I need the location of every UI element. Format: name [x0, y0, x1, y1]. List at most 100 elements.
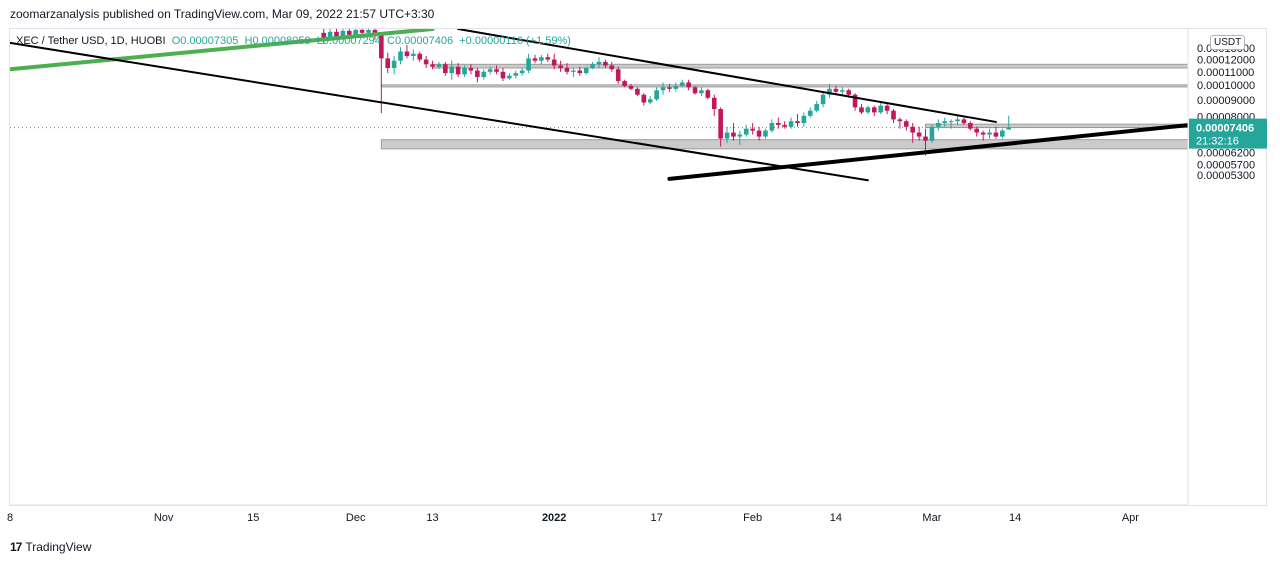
candle-2021-12-29 [532, 54, 538, 64]
candle-body [993, 132, 999, 137]
candle-2022-01-17 [654, 87, 659, 101]
candle-2021-12-15 [443, 61, 448, 76]
candle-body [705, 90, 711, 98]
zone-0 [432, 63, 1189, 69]
candle-body [353, 29, 359, 35]
x-tick-label: 8 [7, 512, 13, 524]
zone-3 [380, 139, 1189, 150]
candle-2022-02-02 [756, 126, 762, 141]
axis-layer: 0.000130000.000120000.000110000.00010000… [7, 29, 1267, 524]
candle-2022-01-25 [705, 88, 711, 100]
candle-body [545, 57, 551, 60]
x-tick-label: Apr [1122, 512, 1139, 524]
candle-body [379, 34, 384, 59]
candle-2021-11-26 [321, 29, 327, 44]
legend-close: C0.00007406 [387, 35, 454, 47]
candle-body [769, 123, 775, 131]
candle-body [654, 90, 659, 100]
candle-2021-12-25 [507, 73, 512, 80]
candle-2022-01-03 [564, 63, 570, 75]
candle-body [577, 70, 583, 74]
candle-2022-02-25 [903, 119, 909, 131]
candle-body [871, 107, 877, 113]
candle-body [571, 70, 576, 72]
candle-body [1000, 130, 1005, 137]
candle-body [609, 65, 615, 70]
candle-2022-02-08 [795, 114, 800, 127]
candle-body [711, 97, 717, 110]
symbol-legend: XEC / Tether USD, 1D, HUOBI O0.00007305 … [16, 35, 571, 47]
candle-body [955, 119, 960, 122]
candle-2022-03-06 [961, 117, 967, 125]
candle-body [500, 71, 506, 79]
candle-2021-12-22 [487, 66, 493, 75]
candle-body [590, 64, 595, 69]
candle-2022-01-30 [737, 130, 743, 145]
candle-2022-02-06 [782, 121, 787, 129]
candle-body [974, 128, 980, 133]
candle-body [942, 121, 948, 124]
candle-2022-01-09 [603, 59, 608, 69]
candle-body [564, 68, 570, 72]
candle-2022-01-13 [628, 83, 634, 91]
candle-body [743, 128, 749, 135]
candle-2022-02-26 [910, 123, 916, 143]
candle-body [1006, 127, 1012, 130]
y-tick-label: 0.00005300 [1197, 170, 1255, 182]
candle-body [750, 128, 755, 131]
countdown-label: 21:32:16 [1196, 136, 1239, 148]
candle-2022-02-07 [788, 117, 794, 129]
trendline-2 [457, 29, 997, 123]
candle-2021-12-31 [545, 53, 551, 62]
candle-2022-03-08 [974, 126, 980, 137]
candle-body [551, 59, 557, 66]
x-tick-label: 14 [1009, 512, 1021, 524]
candle-2022-01-19 [667, 83, 672, 92]
candle-2022-01-27 [718, 107, 723, 147]
candle-body [449, 66, 455, 74]
candle-2021-12-16 [449, 60, 455, 80]
candle-body [475, 70, 480, 78]
candle-2022-01-02 [558, 60, 563, 72]
candle-2022-03-04 [948, 119, 954, 129]
candle-2022-01-23 [692, 85, 698, 95]
candle-2021-12-08 [398, 47, 403, 65]
candle-2022-02-21 [878, 102, 884, 115]
candle-2022-01-07 [590, 61, 595, 70]
candle-2022-02-27 [916, 126, 922, 141]
candle-body [929, 126, 935, 141]
candle-body [846, 90, 851, 95]
candle-body [615, 69, 621, 82]
candle-body [686, 82, 691, 88]
candle-2022-03-09 [980, 130, 986, 141]
y-tick-label: 0.00010000 [1197, 80, 1255, 92]
candle-body [878, 105, 884, 113]
candle-2022-03-07 [968, 121, 973, 131]
legend-low: L0.00007294 [316, 35, 381, 47]
x-tick-label: 17 [650, 512, 662, 524]
legend-open: O0.00007305 [171, 35, 239, 47]
candle-body [519, 70, 525, 74]
candle-2022-01-22 [686, 79, 691, 91]
candle-body [423, 59, 429, 65]
candle-body [641, 94, 647, 103]
candle-body [385, 58, 391, 69]
candle-2021-12-24 [500, 68, 506, 82]
currency-badge[interactable]: USDT [1210, 35, 1246, 50]
candle-2022-02-04 [769, 119, 775, 133]
candle-body [404, 51, 410, 57]
candle-2022-02-13 [827, 83, 832, 98]
candle-body [583, 68, 589, 74]
candle-2021-12-11 [417, 51, 423, 62]
candle-2021-12-13 [430, 60, 435, 70]
candle-2022-01-04 [571, 68, 576, 78]
candle-body [807, 110, 813, 116]
candle-body [903, 121, 909, 127]
candle-2022-03-05 [955, 115, 960, 125]
candle-2022-01-21 [679, 79, 685, 88]
footer-brand[interactable]: 17 TradingView [10, 540, 91, 554]
candle-body [436, 64, 442, 67]
candle-body [660, 87, 666, 91]
candle-body [513, 73, 519, 76]
